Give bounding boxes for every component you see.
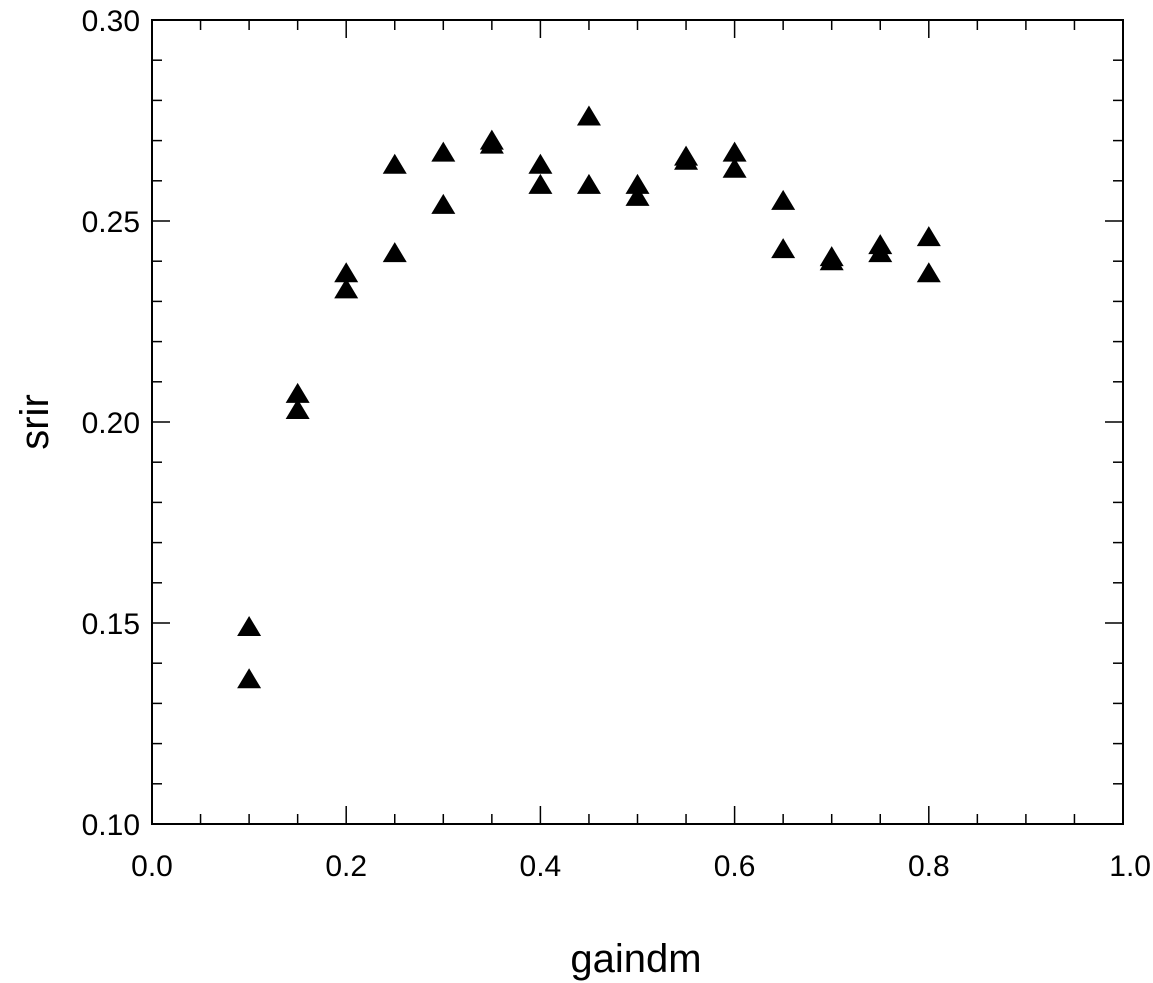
y-tick-label: 0.10 [82, 809, 140, 842]
data-point-triangle [285, 382, 310, 403]
data-point-triangle [576, 173, 601, 194]
data-point-triangle [625, 185, 650, 206]
x-tick-label: 0.2 [325, 850, 367, 883]
y-tick-label: 0.15 [82, 608, 140, 641]
data-point-triangle [528, 153, 553, 174]
data-point-triangle [868, 242, 893, 263]
data-point-triangle [576, 105, 601, 126]
data-point-triangle [237, 668, 262, 689]
data-point-triangle [431, 141, 456, 162]
y-axis-title: srir [13, 394, 57, 450]
y-tick-label: 0.30 [82, 5, 140, 38]
data-point-triangle [237, 616, 262, 637]
data-point-triangle [528, 173, 553, 194]
data-point-triangle [771, 238, 796, 259]
x-axis-title: gaindm [570, 937, 701, 981]
axis-tick-labels: 0.0 0.2 0.4 0.6 0.8 1.0 0.10 0.15 0.20 0.25 0.30 [82, 5, 1151, 883]
axis-ticks [151, 19, 1124, 825]
data-point-triangle [916, 226, 941, 247]
x-tick-label: 1.0 [1109, 850, 1151, 883]
data-point-triangle [819, 250, 844, 271]
data-point-triangle [722, 157, 747, 178]
x-tick-label: 0.8 [908, 850, 950, 883]
x-tick-label: 0.4 [520, 850, 562, 883]
data-point-triangle [722, 141, 747, 162]
data-point-triangle [625, 173, 650, 194]
data-point-triangle [334, 262, 359, 283]
y-tick-label: 0.20 [82, 407, 140, 440]
y-tick-label: 0.25 [82, 206, 140, 239]
plot-frame [151, 19, 1124, 825]
data-point-triangle [285, 398, 310, 419]
data-point-triangle [916, 262, 941, 283]
data-point-triangle [479, 133, 504, 154]
data-point-triangle [771, 189, 796, 210]
data-point-triangle [382, 242, 407, 263]
x-tick-label: 0.0 [131, 850, 173, 883]
data-point-triangle [334, 278, 359, 299]
data-point-triangle [674, 149, 699, 170]
data-points [237, 105, 941, 689]
x-tick-label: 0.6 [714, 850, 756, 883]
data-point-triangle [382, 153, 407, 174]
data-point-triangle [431, 193, 456, 214]
